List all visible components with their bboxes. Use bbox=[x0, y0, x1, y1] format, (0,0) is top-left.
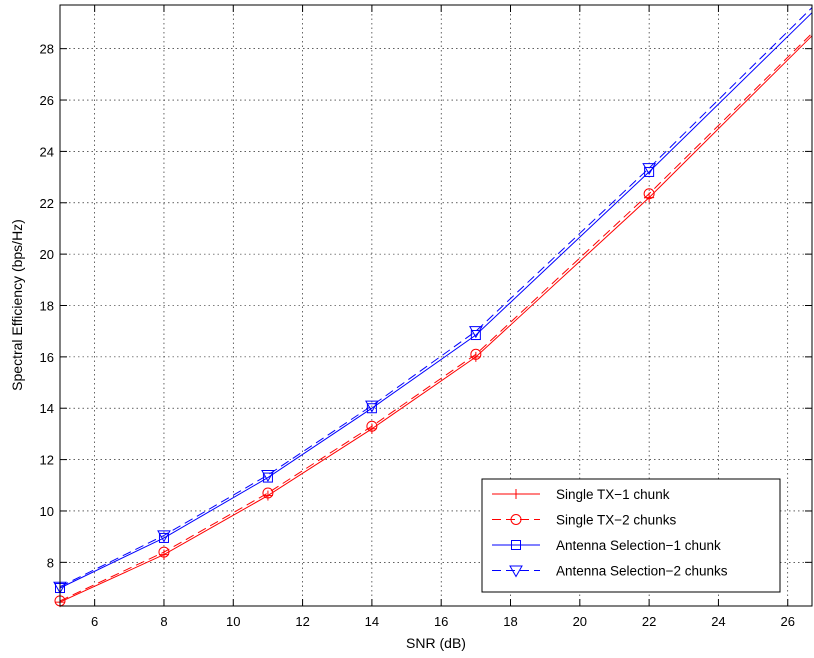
legend-marker-0 bbox=[511, 489, 521, 499]
x-tick-label: 20 bbox=[573, 614, 587, 629]
series-3-point bbox=[261, 470, 275, 483]
plot-frame bbox=[59, 4, 813, 607]
series-1-point-shape bbox=[643, 188, 655, 200]
y-tick-label: 26 bbox=[40, 93, 54, 108]
series-3-point bbox=[468, 326, 483, 339]
series-3-point-shape bbox=[642, 163, 656, 176]
x-ticks: 6 8 10 12 14 16 18 20 22 24 26 bbox=[91, 5, 795, 629]
x-tick-label: 14 bbox=[365, 614, 379, 629]
legend-marker-3 bbox=[509, 565, 523, 578]
x-axis-label: SNR (dB) bbox=[406, 635, 466, 651]
y-tick-label: 10 bbox=[40, 504, 54, 519]
y-tick-label: 18 bbox=[40, 299, 54, 314]
y-tick-label: 16 bbox=[40, 350, 54, 365]
legend: Single TX−1 chunk Single TX−2 chunks Anten… bbox=[481, 478, 781, 593]
y-tick-label: 8 bbox=[47, 555, 54, 570]
y-tick-label: 24 bbox=[40, 144, 54, 159]
legend-marker-3-shape bbox=[509, 565, 523, 578]
x-tick-label: 12 bbox=[295, 614, 309, 629]
series-3-point bbox=[642, 163, 656, 176]
x-tick-label: 24 bbox=[711, 614, 725, 629]
y-tick-label: 12 bbox=[40, 453, 54, 468]
series-3-point-shape bbox=[157, 530, 171, 543]
series-line-2 bbox=[59, 12, 813, 589]
series-2-point bbox=[158, 532, 169, 543]
y-tick-label: 20 bbox=[40, 247, 54, 262]
y-tick-label: 22 bbox=[40, 196, 54, 211]
series-3-point bbox=[365, 400, 379, 413]
series-1-point bbox=[470, 348, 482, 360]
series-line-3 bbox=[59, 7, 813, 588]
x-tick-label: 22 bbox=[642, 614, 656, 629]
series-1-point-shape bbox=[470, 348, 482, 360]
series-3-point-shape bbox=[365, 400, 379, 413]
x-tick-label: 26 bbox=[781, 614, 795, 629]
series-3-point-shape bbox=[468, 326, 483, 339]
series-line-1 bbox=[59, 32, 813, 602]
series-1-point-shape bbox=[366, 420, 378, 432]
series-1-point bbox=[158, 546, 170, 558]
series-3-point-shape bbox=[261, 470, 275, 483]
x-tick-label: 16 bbox=[434, 614, 448, 629]
x-tick-label: 6 bbox=[91, 614, 98, 629]
legend-label-3: Antenna Selection−2 chunks bbox=[556, 564, 728, 579]
y-ticks: 8 10 12 14 16 18 20 22 24 26 28 bbox=[40, 42, 812, 570]
series-0-point bbox=[158, 549, 169, 560]
legend-label-2: Antenna Selection−1 chunk bbox=[556, 538, 721, 553]
series-1-point-shape bbox=[158, 546, 170, 558]
y-tick-label: 14 bbox=[40, 401, 54, 416]
series-group bbox=[53, 7, 813, 608]
series-1-point bbox=[262, 487, 274, 499]
legend-marker-1 bbox=[510, 514, 522, 525]
legend-label-0: Single TX−1 chunk bbox=[556, 487, 670, 502]
series-2-point-shape bbox=[158, 532, 169, 543]
series-3-point bbox=[157, 530, 171, 543]
legend-marker-1-shape bbox=[510, 514, 522, 525]
legend-box bbox=[481, 478, 781, 593]
series-1-point bbox=[366, 420, 378, 432]
x-tick-label: 8 bbox=[160, 614, 167, 629]
x-tick-label: 10 bbox=[226, 614, 240, 629]
series-0-point bbox=[262, 490, 273, 501]
x-tick-label: 18 bbox=[503, 614, 517, 629]
series-1-point bbox=[643, 188, 655, 200]
y-axis-label: Spectral Efficiency (bps/Hz) bbox=[9, 219, 25, 391]
legend-marker-2-shape bbox=[511, 540, 521, 550]
series-1-point-shape bbox=[262, 487, 274, 499]
legend-label-1: Single TX−2 chunks bbox=[556, 513, 676, 528]
y-tick-label: 28 bbox=[40, 42, 54, 57]
legend-marker-2 bbox=[511, 540, 521, 550]
